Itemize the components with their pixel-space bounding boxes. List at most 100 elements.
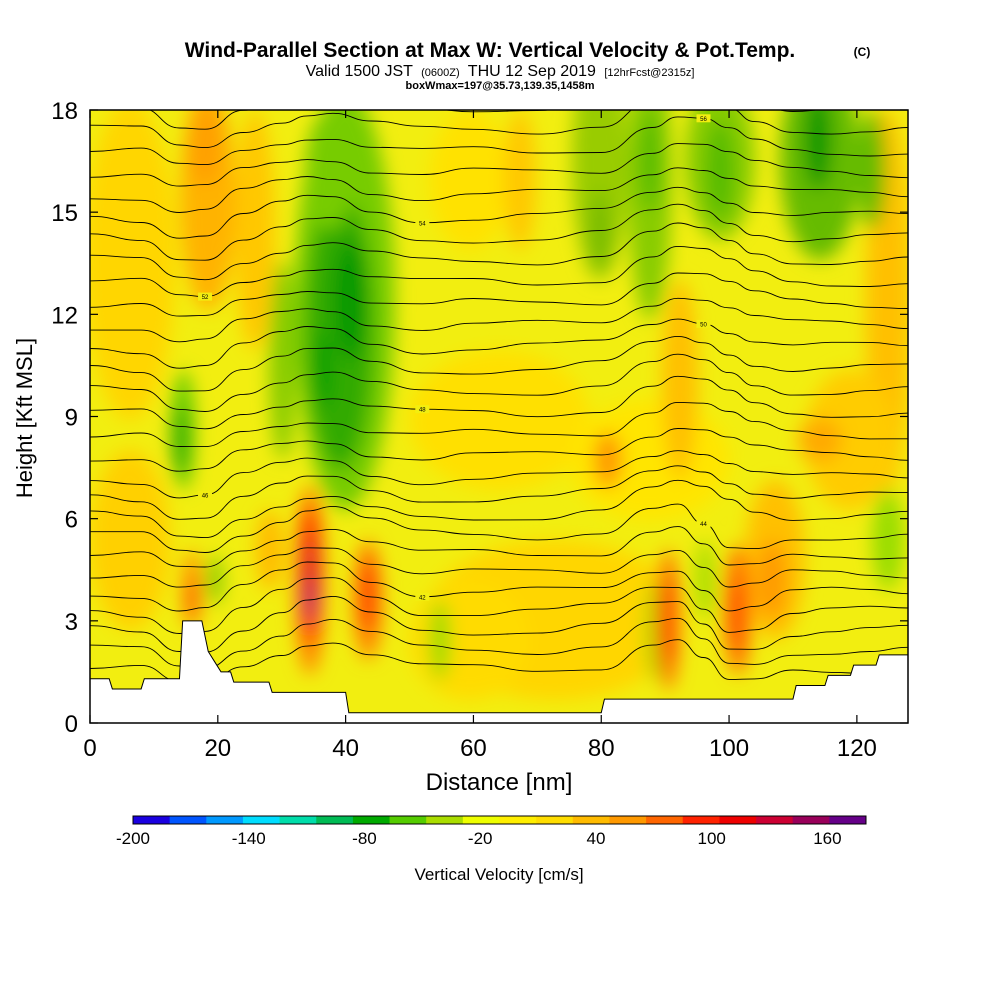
field-upper-orange-2 [235, 110, 275, 350]
downdraft-right-lower [872, 490, 904, 590]
y-tick-label: 12 [51, 302, 78, 329]
colorbar-label: Vertical Velocity [cm/s] [414, 865, 583, 884]
field-upper-mid-yellow [430, 110, 510, 250]
subtitle-forecast: [12hrFcst@2315z] [604, 67, 694, 79]
downdraft-right-upper-2 [628, 110, 672, 320]
downdraft-lower-215 [207, 555, 223, 605]
colorbar-swatch [169, 816, 207, 824]
colorbar-swatch [133, 816, 171, 824]
updraft-820 [798, 418, 842, 462]
downdraft-280 [269, 260, 297, 460]
theta-contour-label: 42 [419, 595, 426, 601]
chart-subtitle: Valid 1500 JST (0600Z) THU 12 Sep 2019 [… [306, 63, 695, 80]
colorbar-swatch [536, 816, 574, 824]
contour-label-bg [198, 490, 213, 499]
x-axis-label: Distance [nm] [426, 769, 573, 796]
theta-contour-label: 52 [202, 295, 209, 301]
colorbar-swatch [389, 816, 427, 824]
theta-contour-line [90, 318, 908, 369]
box-wmax-info: boxWmax=197@35.73,139.35,1458m [406, 80, 595, 92]
y-axis-ticks: 0 3 6 9 12 15 18 [51, 98, 908, 738]
contour-label-bg [198, 292, 213, 301]
colorbar-swatch [646, 816, 684, 824]
y-tick-label: 18 [51, 98, 78, 125]
theta-contour-line [90, 577, 908, 634]
y-tick-label: 6 [65, 507, 78, 534]
downdraft-lower-440 [430, 600, 450, 680]
theta-contour-line [90, 450, 908, 499]
theta-contour-line [148, 110, 822, 130]
updraft-610 [594, 432, 622, 488]
updraft-770 [758, 540, 786, 620]
subtitle-valid: Valid 1500 JST [306, 63, 414, 80]
chart-title-mark: (C) [854, 45, 871, 59]
colorbar-tick-labels: -200 -140 -80 -20 40 100 160 [116, 829, 842, 848]
y-tick-label: 3 [65, 609, 78, 636]
colorbar-swatch [682, 816, 720, 824]
colorbar-frame [132, 815, 867, 825]
contour-label-bg [415, 592, 430, 601]
colorbar-swatch [572, 816, 610, 824]
theta-contour-label: 44 [700, 522, 707, 528]
contour-label-bg [415, 405, 430, 414]
colorbar-swatch [792, 816, 830, 824]
colorbar-swatch [462, 816, 500, 824]
x-tick-label: 120 [837, 735, 877, 762]
downdraft-right-upper-1c [590, 190, 610, 270]
field-orange-520 [504, 110, 536, 250]
downdraft-right-upper-5 [858, 110, 886, 230]
theta-contour-line [90, 143, 908, 187]
colorbar-swatch [499, 816, 537, 824]
updraft-secondary-core [361, 557, 375, 633]
theta-contour-line [90, 186, 908, 239]
theta-contours [90, 110, 908, 683]
colorbar-swatch [719, 816, 757, 824]
downdraft-right-upper-2c [640, 110, 660, 210]
theta-contour-line [90, 595, 908, 653]
field-mid-orange-band [410, 350, 590, 490]
theta-contour-label: 48 [419, 408, 426, 414]
theta-contour-line [90, 526, 908, 568]
theta-contour-line [90, 110, 908, 149]
updraft-735-core [728, 580, 744, 650]
theta-contour-line [90, 503, 908, 553]
subtitle-date: THU 12 Sep 2019 [468, 63, 596, 80]
colorbar-tick-label: 160 [813, 829, 841, 848]
colorbar-swatch [756, 816, 794, 824]
field-left-mid-orange [90, 450, 170, 630]
theta-contour-line [90, 353, 908, 412]
colorbar-swatch [279, 816, 317, 824]
colorbar-tick-label: 40 [586, 829, 605, 848]
x-tick-label: 0 [83, 735, 96, 762]
downdraft-main-core-2 [312, 330, 332, 410]
colorbar-tick-label: 100 [697, 829, 725, 848]
theta-contour-line [90, 335, 908, 392]
colorbar-tick-label: -20 [468, 829, 493, 848]
colorbar [132, 815, 867, 825]
theta-contour-line [90, 167, 908, 213]
contour-label-bg [696, 319, 711, 328]
chart-title: Wind-Parallel Section at Max W: Vertical… [185, 39, 796, 62]
colorbar-tick-label: -200 [116, 829, 150, 848]
theta-contour-line [90, 245, 908, 298]
colorbar-tick-label: -80 [352, 829, 377, 848]
theta-contour-line [90, 547, 908, 588]
theta-contour-line [90, 401, 908, 448]
colorbar-swatch [829, 816, 867, 824]
updraft-205-upper [187, 110, 223, 185]
downdraft-right-upper-4c [804, 110, 832, 190]
updraft-190-core [187, 578, 197, 622]
colorbar-swatch [426, 816, 464, 824]
downdraft-lower-700 [695, 540, 715, 620]
theta-contour-line [90, 561, 908, 612]
theta-contour-line [90, 479, 908, 539]
colorbar-swatch [242, 816, 281, 824]
colorbar-swatch [206, 816, 244, 824]
x-tick-label: 60 [460, 735, 487, 762]
theta-contour-line [90, 465, 908, 520]
colorbar-swatch [609, 816, 647, 824]
theta-contour-line [90, 203, 908, 261]
y-tick-label: 15 [51, 200, 78, 227]
theta-contour-line [90, 617, 908, 669]
